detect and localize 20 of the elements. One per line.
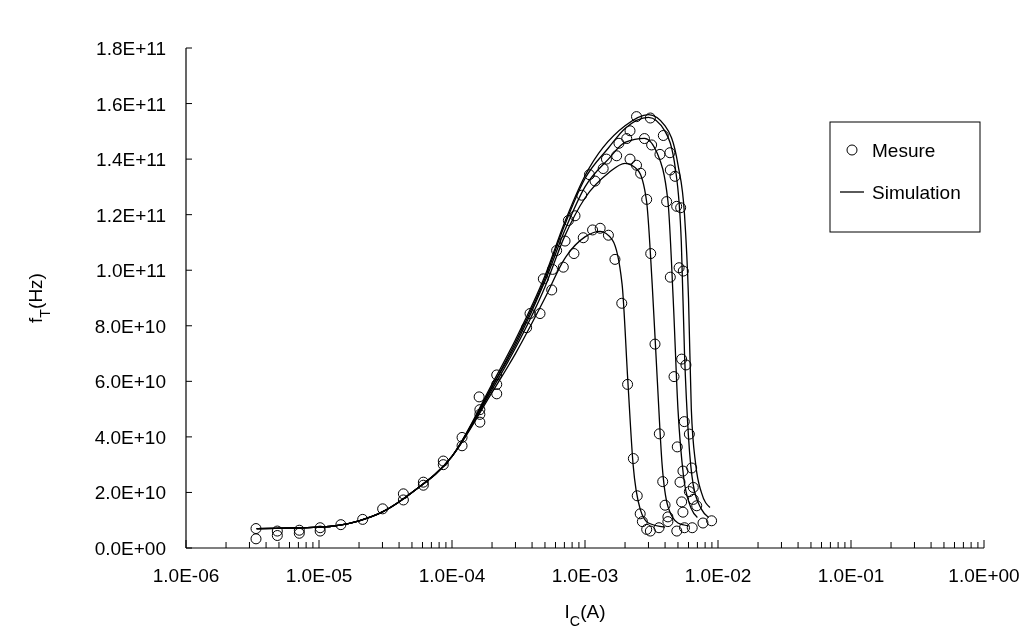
y-tick-label: 6.0E+10 bbox=[94, 371, 166, 393]
x-axis-title: I$_{C}$(A) bbox=[564, 601, 606, 629]
y-tick-label: 0.0E+00 bbox=[94, 538, 166, 559]
x-tick-label: 1.0E-04 bbox=[418, 565, 486, 586]
y-tick-label: 2.0E+10 bbox=[94, 482, 166, 504]
x-tick-label: 1.0E-01 bbox=[817, 565, 885, 586]
y-tick-label: 1.8E+11 bbox=[96, 38, 166, 59]
y-tick-label: 8.0E+10 bbox=[94, 315, 166, 337]
x-tick-label: 1.0E-06 bbox=[152, 565, 220, 586]
y-tick-label: 1.4E+11 bbox=[96, 149, 166, 171]
x-tick-label: 1.0E-05 bbox=[285, 565, 353, 586]
x-tick-label: 1.0E+00 bbox=[948, 565, 1020, 586]
legend-label: Mesure bbox=[872, 140, 936, 161]
y-tick-label: 1.2E+11 bbox=[96, 204, 166, 226]
y-tick-label: 4.0E+10 bbox=[94, 426, 166, 448]
y-tick-label: 1.6E+11 bbox=[96, 93, 166, 115]
legend-label: Simulation bbox=[872, 182, 961, 203]
y-tick-label: 1.0E+11 bbox=[96, 260, 166, 282]
x-tick-label: 1.0E-02 bbox=[684, 565, 752, 586]
x-tick-label: 1.0E-03 bbox=[551, 565, 619, 586]
